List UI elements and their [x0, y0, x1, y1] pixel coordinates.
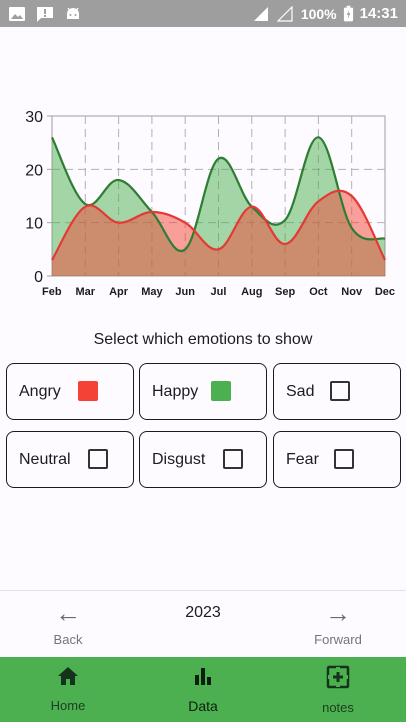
y-tick-label: 0: [34, 269, 43, 286]
year-label: 2023: [185, 604, 221, 621]
y-tick-label: 30: [25, 109, 43, 126]
emotion-toggle-neutral[interactable]: Neutral: [6, 431, 134, 488]
bar-chart-icon: [195, 668, 211, 685]
nav-item-data[interactable]: Data: [158, 665, 248, 714]
battery-percent: 100%: [300, 5, 337, 22]
back-label: Back: [53, 632, 83, 647]
year-navigation: ← Back 2023 → Forward: [0, 591, 406, 657]
emotion-label: Neutral: [19, 450, 71, 468]
forward-label: Forward: [314, 632, 362, 647]
bottom-navigation: Home Data notes: [0, 657, 406, 722]
emotion-chart: 0 10 20 30 Feb Mar Apr May Jun Jul Aug Sep Oct Nov Dec: [0, 100, 406, 310]
battery-icon: [343, 5, 353, 21]
emotion-label: Happy: [152, 382, 199, 400]
x-tick-label: Dec: [375, 286, 395, 298]
nav-item-home[interactable]: Home: [23, 665, 113, 713]
checkbox-checked-angry[interactable]: [78, 381, 98, 401]
checkbox-neutral[interactable]: [88, 449, 108, 469]
x-tick-label: Feb: [42, 286, 62, 298]
series-line-1: [51, 189, 386, 261]
emotion-chart-svg: 0 10 20 30 Feb Mar Apr May Jun Jul Aug Sep Oct Nov Dec: [25, 109, 395, 298]
x-tick-label: Jun: [175, 286, 195, 298]
x-tick-label: Aug: [241, 286, 262, 298]
forward-button[interactable]: → Forward: [298, 599, 378, 647]
status-bar: 100% 14:31: [0, 0, 406, 27]
emotion-toggle-angry[interactable]: Angry: [6, 363, 134, 420]
checkbox-fear[interactable]: [334, 449, 354, 469]
emotion-label: Disgust: [152, 450, 206, 468]
nav-item-notes[interactable]: notes: [293, 665, 383, 715]
emotion-label: Angry: [19, 382, 61, 400]
x-tick-label: Oct: [309, 286, 328, 298]
message-alert-icon: [37, 6, 53, 22]
y-tick-label: 10: [25, 216, 43, 233]
notification-icons: [8, 6, 82, 22]
y-tick-label: 20: [25, 162, 43, 179]
selection-title: Select which emotions to show: [93, 331, 313, 348]
divider: [0, 590, 406, 591]
arrow-left-icon: ←: [55, 598, 81, 628]
nav-label: notes: [322, 700, 354, 715]
nav-label: Data: [188, 698, 218, 714]
clock: 14:31: [359, 5, 398, 22]
android-icon: [67, 7, 79, 19]
x-tick-label: Apr: [109, 286, 129, 298]
checkbox-disgust[interactable]: [223, 449, 243, 469]
x-tick-label: Sep: [275, 286, 295, 298]
emotion-label: Fear: [286, 450, 319, 468]
series-area-1: [52, 190, 385, 276]
checkbox-checked-happy[interactable]: [211, 381, 231, 401]
nav-label: Home: [50, 698, 86, 713]
emotion-toggle-happy[interactable]: Happy: [139, 363, 267, 420]
emotion-toggle-disgust[interactable]: Disgust: [139, 431, 267, 488]
image-icon: [9, 6, 25, 21]
emotion-toggle-fear[interactable]: Fear: [273, 431, 401, 488]
arrow-right-icon: →: [325, 598, 351, 628]
home-icon: [58, 667, 78, 685]
x-tick-label: Mar: [76, 286, 96, 298]
x-tick-label: May: [141, 286, 163, 298]
x-tick-label: Jul: [211, 286, 227, 298]
signal-icon: [253, 6, 268, 21]
series-line-0: [51, 136, 386, 253]
emotion-label: Sad: [286, 382, 315, 400]
checkbox-sad[interactable]: [330, 381, 350, 401]
x-tick-label: Nov: [341, 286, 363, 298]
back-button[interactable]: ← Back: [28, 599, 108, 647]
system-status: 100% 14:31: [253, 5, 398, 23]
notes-icon: [326, 665, 350, 689]
wifi-off-icon: [276, 5, 293, 22]
emotion-toggle-sad[interactable]: Sad: [273, 363, 401, 420]
